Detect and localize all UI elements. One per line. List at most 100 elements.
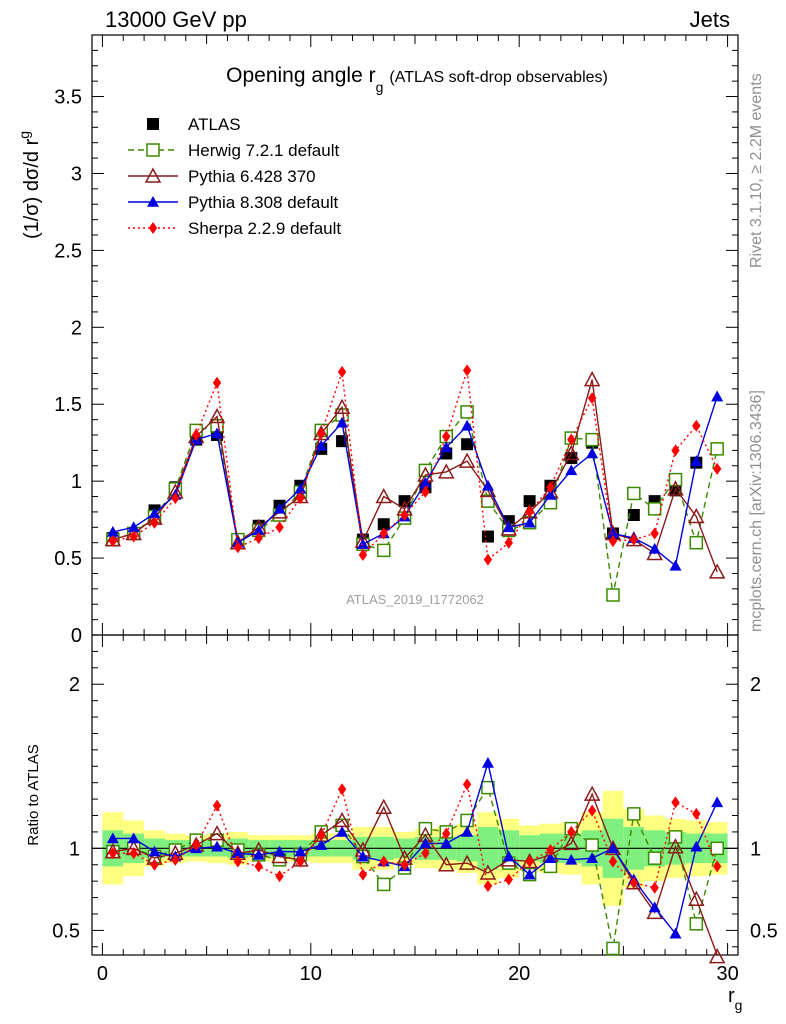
- data-point: [629, 533, 639, 546]
- data-point: [647, 502, 662, 516]
- data-point: [586, 852, 599, 863]
- data-point: [627, 486, 641, 501]
- data-point: [523, 868, 536, 880]
- data-point: [375, 487, 392, 504]
- data-point: [502, 850, 515, 862]
- data-point: [336, 416, 349, 428]
- ratio-y-axis-label: Ratio to ATLAS: [25, 744, 42, 845]
- series-line: [112, 781, 718, 889]
- data-point: [710, 841, 724, 856]
- data-point: [375, 798, 392, 815]
- data-point: [504, 873, 513, 886]
- data-point: [668, 472, 683, 487]
- data-point: [127, 521, 140, 533]
- top-series: [104, 371, 726, 579]
- data-point: [275, 521, 284, 534]
- data-point: [336, 825, 349, 837]
- data-point: [147, 196, 159, 207]
- data-point: [337, 365, 347, 378]
- top-series: [106, 390, 724, 571]
- data-point: [627, 509, 640, 521]
- data-point: [148, 222, 158, 234]
- data-point: [106, 832, 119, 844]
- data-point: [671, 444, 680, 457]
- data-point: [108, 535, 118, 548]
- data-point: [144, 167, 162, 183]
- data-point: [523, 495, 536, 508]
- x-axis: 0 10 20 30: [97, 35, 739, 985]
- data-point: [106, 525, 119, 537]
- data-point: [148, 845, 161, 857]
- data-point: [650, 881, 659, 894]
- data-point: [567, 825, 576, 838]
- ratio-y-tick-label-right: 1: [750, 838, 761, 860]
- data-point: [669, 927, 682, 939]
- data-point: [148, 507, 161, 519]
- data-point: [273, 845, 286, 857]
- legend-label: ATLAS: [188, 115, 241, 134]
- data-point: [337, 783, 347, 796]
- data-point: [502, 521, 515, 533]
- data-point: [563, 444, 580, 461]
- data-point: [546, 843, 555, 856]
- data-point: [421, 485, 430, 498]
- data-point: [481, 757, 494, 768]
- data-point: [711, 796, 724, 808]
- ratio-y-tick-label: 1: [69, 838, 80, 860]
- data-point: [108, 847, 118, 860]
- data-point: [358, 868, 368, 881]
- data-point: [211, 840, 224, 852]
- data-point: [690, 455, 703, 466]
- data-point: [587, 392, 597, 405]
- data-point: [648, 542, 661, 554]
- data-point: [127, 832, 140, 844]
- y-tick-label: 0.5: [54, 548, 82, 570]
- data-point: [688, 507, 705, 524]
- data-point: [376, 543, 391, 558]
- data-point: [419, 837, 432, 849]
- data-point: [525, 505, 534, 518]
- data-point: [129, 530, 138, 543]
- data-point: [294, 482, 307, 494]
- data-point: [688, 890, 705, 906]
- data-point: [458, 854, 476, 870]
- data-point: [479, 864, 497, 880]
- data-point: [546, 481, 555, 494]
- y-axis-label: (1/σ) dσ/d rg: [16, 131, 43, 239]
- data-point: [358, 549, 368, 561]
- header-left: 13000 GeV pp: [105, 7, 247, 32]
- data-point: [667, 480, 684, 496]
- data-point: [483, 880, 493, 893]
- data-point: [442, 430, 451, 443]
- data-point: [585, 838, 599, 852]
- data-point: [212, 799, 222, 812]
- data-point: [462, 778, 472, 791]
- data-point: [208, 824, 226, 841]
- top-title: Opening angle rg(ATLAS soft-drop observa…: [226, 64, 608, 95]
- data-point: [191, 429, 201, 441]
- data-point: [583, 371, 601, 387]
- data-point: [356, 850, 369, 862]
- data-point: [275, 870, 284, 883]
- data-point: [419, 476, 432, 488]
- data-point: [650, 527, 659, 540]
- ratio-series: [106, 757, 724, 939]
- data-point: [567, 433, 576, 446]
- legend-label: Pythia 8.308 default: [188, 193, 339, 212]
- ratio-y-axis: 0.5 0.5 1 1 2 2: [52, 650, 778, 948]
- ratio-y-tick-label: 2: [69, 674, 80, 696]
- data-point: [400, 509, 409, 521]
- svg-text:(1/σ) dσ/d rg: (1/σ) dσ/d rg: [16, 131, 43, 239]
- data-point: [252, 524, 265, 536]
- data-point: [692, 807, 701, 820]
- data-point: [667, 838, 684, 854]
- ratio-y-tick-label: 0.5: [52, 920, 80, 942]
- data-point: [191, 839, 201, 852]
- ratio-series: [108, 778, 722, 894]
- data-point: [606, 588, 620, 602]
- data-point: [233, 855, 243, 868]
- legend-entry: Pythia 6.428 370: [128, 167, 316, 186]
- data-point: [252, 848, 265, 860]
- data-point: [712, 462, 722, 475]
